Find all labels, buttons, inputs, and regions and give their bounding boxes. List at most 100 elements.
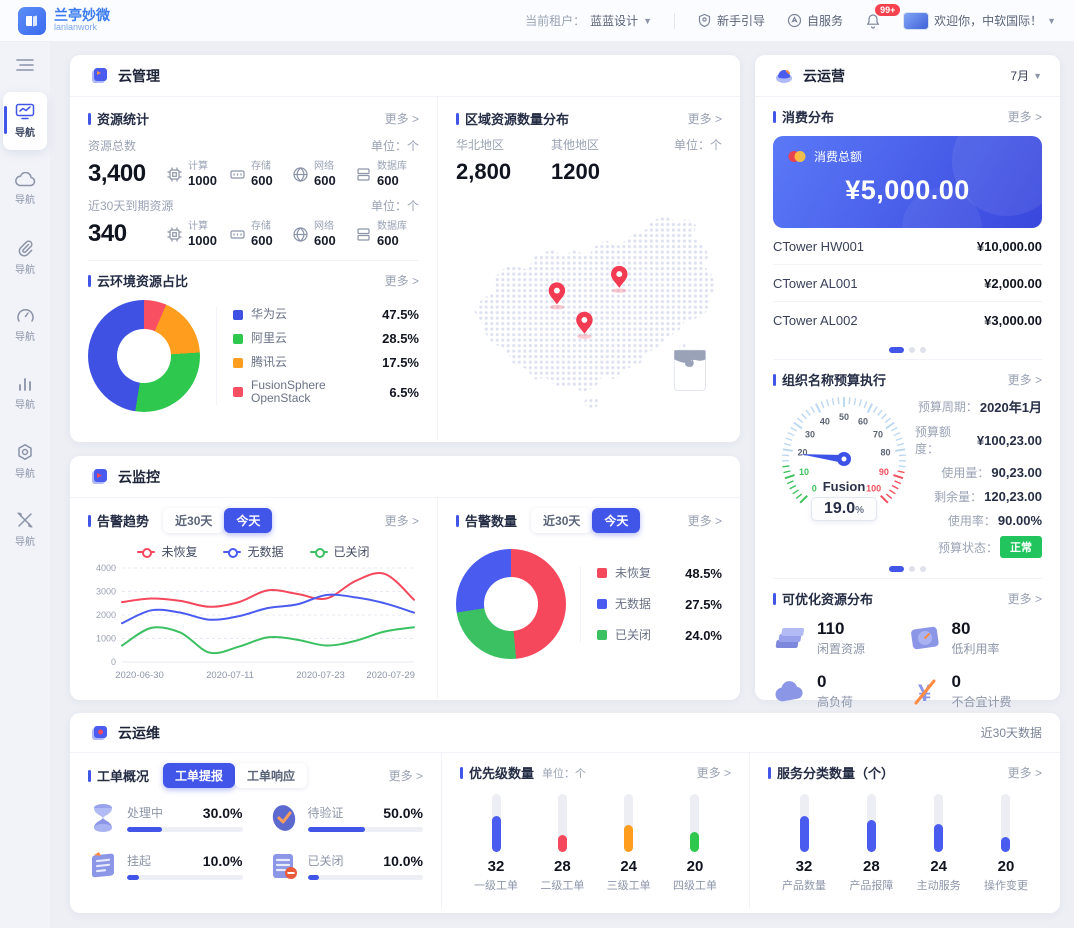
sidebar-item-attachments[interactable]: 导航 xyxy=(3,228,47,286)
more-link[interactable]: 更多 > xyxy=(696,766,731,780)
stat-value: 120,23.00 xyxy=(984,489,1042,504)
legend-row: 华为云 47.5% xyxy=(233,307,419,322)
closed-ticket-icon xyxy=(272,854,297,879)
legend-row: 已关闭 24.0% xyxy=(597,628,722,643)
section-title: 告警趋势 xyxy=(97,514,150,529)
notification-badge: 99+ xyxy=(875,3,901,16)
more-link[interactable]: 更多 > xyxy=(687,112,722,126)
stat-label: 网络 xyxy=(314,220,334,232)
divider xyxy=(773,578,1042,579)
bar-track xyxy=(866,794,876,852)
consumption-row[interactable]: CTower AL002 ¥3,000.00 xyxy=(773,302,1042,339)
legend-item[interactable]: 无数据 xyxy=(223,543,284,560)
section-marker xyxy=(88,514,91,527)
carousel-dot[interactable] xyxy=(889,347,904,353)
carousel-dot[interactable] xyxy=(909,566,915,572)
more-link[interactable]: 更多 > xyxy=(384,514,419,528)
legend-swatch xyxy=(233,357,243,368)
bar-track xyxy=(624,794,634,852)
carousel-dot[interactable] xyxy=(920,566,926,572)
svg-text:2020-06-30: 2020-06-30 xyxy=(115,670,164,681)
tenant-select[interactable]: 当前租户： 蓝蓝设计 ▼ xyxy=(525,12,652,29)
more-link[interactable]: 更多 > xyxy=(1007,592,1042,606)
guide-label: 新手引导 xyxy=(717,14,766,28)
section-marker xyxy=(773,373,776,386)
tab-ticket-submit[interactable]: 工单提报 xyxy=(163,763,236,788)
consumption-row[interactable]: CTower HW001 ¥10,000.00 xyxy=(773,228,1042,265)
stat-label: 预算周期： xyxy=(917,400,978,414)
svg-text:20: 20 xyxy=(798,447,808,457)
legend-item[interactable]: 已关闭 xyxy=(309,543,370,560)
resource-stat: 存储 600 xyxy=(229,221,292,248)
self-service-button[interactable]: 自服务 xyxy=(787,12,843,29)
alarm-count-donut-chart xyxy=(456,549,566,659)
divider xyxy=(674,12,676,29)
month-select[interactable]: 7月 ▼ xyxy=(1010,67,1042,84)
card-brand-icon xyxy=(788,151,806,162)
bar-value: 28 xyxy=(553,858,571,875)
tab-last-30-days[interactable]: 近30天 xyxy=(163,508,225,533)
more-link[interactable]: 更多 > xyxy=(687,514,722,528)
more-link[interactable]: 更多 > xyxy=(1007,110,1042,124)
consumer-name: CTower AL002 xyxy=(773,313,858,328)
tab-today[interactable]: 今天 xyxy=(592,508,641,533)
sidebar-item-tools[interactable]: 导航 xyxy=(3,500,47,558)
legend-label: 已关闭 xyxy=(615,627,652,642)
optimize-label: 不合宜计费 xyxy=(951,695,1012,709)
notifications-button[interactable]: 99+ xyxy=(865,3,901,29)
ticket-label: 处理中 xyxy=(127,806,164,820)
carousel-dot[interactable] xyxy=(909,347,915,353)
stat-value: 90,23.00 xyxy=(991,465,1042,480)
legend-swatch xyxy=(233,309,243,320)
bar-track xyxy=(799,794,809,852)
sidebar-item-settings[interactable]: 导航 xyxy=(3,432,47,490)
bar-fill xyxy=(1001,836,1011,852)
divider xyxy=(88,260,419,261)
sidebar-item-meter[interactable]: 导航 xyxy=(3,296,47,354)
legend-item[interactable]: 未恢复 xyxy=(137,543,197,560)
sidebar-item-label: 导航 xyxy=(15,128,35,139)
svg-text:100: 100 xyxy=(866,484,881,494)
resource-stat: 网络 600 xyxy=(292,221,355,248)
tab-ticket-response[interactable]: 工单响应 xyxy=(235,763,308,788)
guide-button[interactable]: 新手引导 xyxy=(697,12,765,29)
menu-toggle-icon[interactable] xyxy=(16,58,34,72)
stat-label: 使用率： xyxy=(947,514,996,528)
card-title: 云运维 xyxy=(118,724,160,741)
progress-track xyxy=(127,827,243,832)
bar-value: 32 xyxy=(487,858,505,875)
ticket-label: 挂起 xyxy=(127,854,152,868)
more-link[interactable]: 更多 > xyxy=(384,112,419,126)
tab-today[interactable]: 今天 xyxy=(224,508,273,533)
sidebar-item-stats[interactable]: 导航 xyxy=(3,364,47,422)
bar-fill xyxy=(491,816,501,852)
user-menu[interactable]: 欢迎你，中软国际！ ▼ xyxy=(903,11,1056,30)
svg-text:30: 30 xyxy=(805,429,815,439)
sidebar-item-cloud[interactable]: 导航 xyxy=(3,160,47,218)
carousel-dot[interactable] xyxy=(920,347,926,353)
tenant-value: 蓝蓝设计 xyxy=(590,14,639,28)
bar-fill xyxy=(557,834,567,852)
more-link[interactable]: 更多 > xyxy=(388,769,423,783)
more-link[interactable]: 更多 > xyxy=(1007,766,1042,780)
sidebar-item-dashboard[interactable]: 导航 xyxy=(3,92,47,150)
more-link[interactable]: 更多 > xyxy=(1007,373,1042,387)
carousel-dot[interactable] xyxy=(889,566,904,572)
stat-label: 存储 xyxy=(251,220,271,232)
more-link[interactable]: 更多 > xyxy=(384,274,419,288)
hourglass-icon xyxy=(94,804,112,832)
svg-text:2020-07-29: 2020-07-29 xyxy=(366,670,415,681)
stat-label: 存储 xyxy=(251,160,271,172)
legend-value: 24.0% xyxy=(685,627,722,643)
region-label: 其他地区 xyxy=(551,138,600,152)
map-pin xyxy=(548,282,566,310)
self-service-icon xyxy=(787,13,802,28)
verify-check-icon xyxy=(272,805,295,831)
consumption-row[interactable]: CTower AL001 ¥2,000.00 xyxy=(773,265,1042,302)
budget-stat-row: 剩余量： 120,23.00 xyxy=(915,488,1042,505)
progress-track xyxy=(127,875,243,880)
region-value: 1200 xyxy=(551,159,600,184)
cloud-operations-card: 云运营 7月 ▼ 消费分布 更多 > 消费总额 ¥5,000.00 CTower … xyxy=(755,55,1060,709)
tab-last-30-days[interactable]: 近30天 xyxy=(531,508,593,533)
bar-fill xyxy=(934,824,944,852)
